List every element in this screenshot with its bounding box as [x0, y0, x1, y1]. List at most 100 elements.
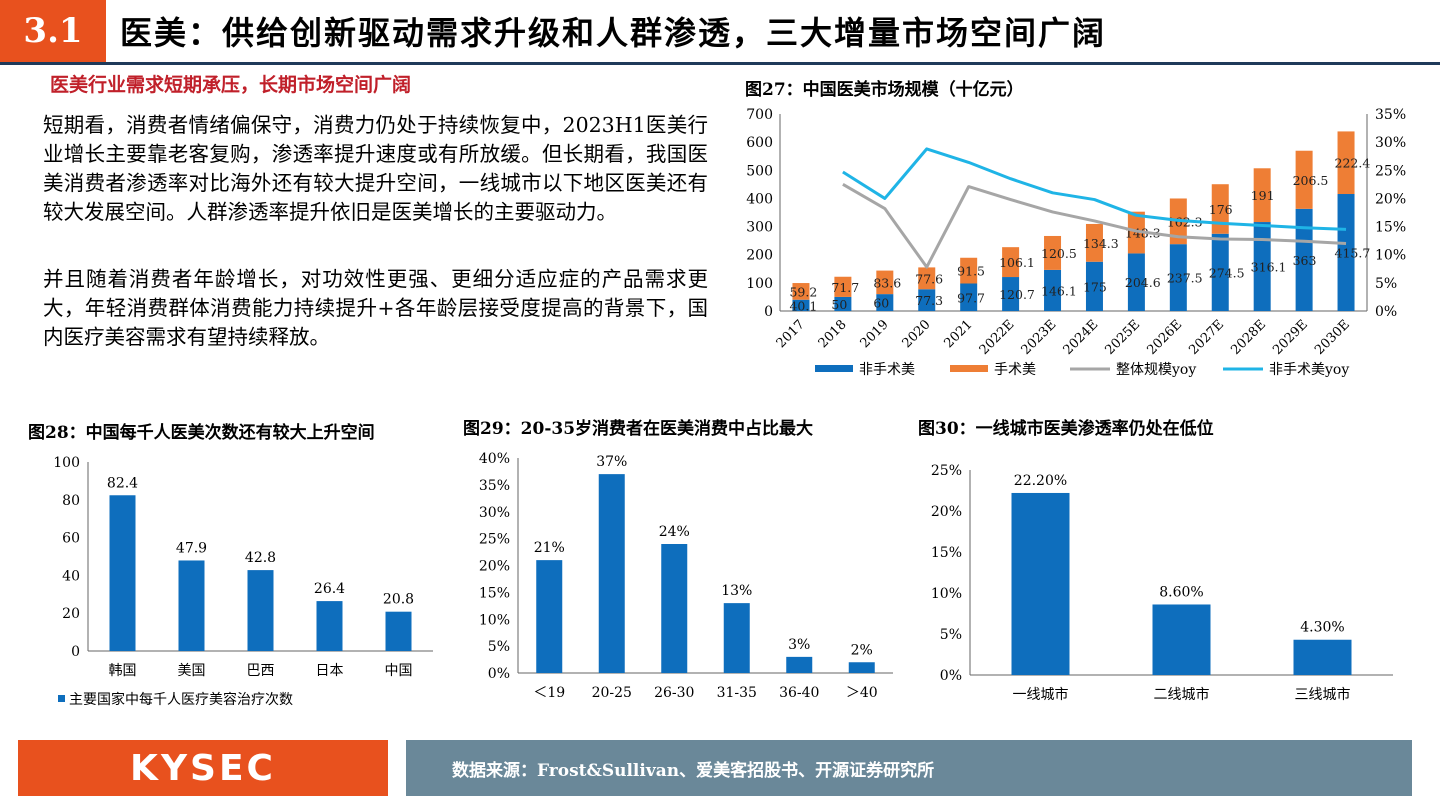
x-tick-label: 2018	[816, 317, 850, 351]
data-label-non-surgical: 204.6	[1125, 275, 1161, 290]
y-tick-label: 20%	[931, 504, 962, 520]
y-tick-label: 60	[62, 531, 80, 547]
x-tick-label: 26-30	[654, 685, 694, 701]
y-tick-label: 25%	[931, 463, 962, 479]
x-tick-label: 20-25	[592, 685, 632, 701]
data-label-non-surgical: 363	[1293, 253, 1317, 268]
bar-non-surgical	[1085, 261, 1103, 311]
y-tick-label: 25%	[479, 532, 510, 548]
bar-non-surgical	[1127, 253, 1145, 311]
bar-surgical	[1253, 168, 1271, 223]
bar-surgical	[918, 267, 936, 290]
x-tick-label: 2029E	[1270, 317, 1311, 358]
y-tick-label: 40	[62, 568, 80, 584]
y-tick-label: 5%	[488, 639, 510, 655]
bar	[598, 474, 625, 673]
fig30-chart: 0% 5% 10% 15% 20% 25% 22.20% 一线城市 8.60% 二线城市 4.30%…	[931, 463, 1393, 703]
data-label-surgical: 206.5	[1293, 173, 1329, 188]
bar	[316, 601, 343, 651]
bar	[661, 544, 688, 673]
data-label-non-surgical: 77.3	[915, 293, 943, 308]
bar-non-surgical	[876, 294, 894, 311]
x-tick-label: ＞40	[846, 685, 878, 701]
line-total-yoy	[842, 183, 1347, 269]
data-label-surgical: 222.4	[1335, 156, 1371, 171]
fig27-chart: 0 100 200 300 400 500 600 700 0% 5% 10% 15% 20% 25% 30…	[746, 107, 1406, 378]
y-tick-label: 400	[746, 191, 773, 207]
data-label: 4.30%	[1300, 620, 1344, 636]
bar-non-surgical	[1337, 194, 1355, 311]
data-label: 24%	[659, 524, 690, 540]
data-label: 21%	[534, 540, 565, 556]
data-label-non-surgical: 274.5	[1209, 265, 1245, 280]
data-label: 26.4	[314, 581, 345, 597]
fig30-title: 图30：一线城市医美渗透率仍处在低位	[918, 419, 1214, 439]
legend-swatch-surgical	[950, 365, 988, 372]
fig28-chart: 0 20 40 60 80 100 82.4 韩国 47.9 美国 42.8 巴西 26.4 日本 20.8…	[53, 455, 433, 708]
x-tick-label: 2017	[774, 317, 808, 351]
x-tick-label: 一线城市	[1013, 686, 1069, 703]
bar	[786, 656, 813, 673]
data-label-non-surgical: 60	[873, 296, 889, 311]
bar-surgical	[1211, 184, 1229, 234]
x-tick-label: 巴西	[247, 663, 275, 679]
bar-surgical	[1044, 235, 1062, 270]
legend-label: 主要国家中每千人医疗美容治疗次数	[69, 691, 293, 708]
bar-surgical	[1295, 150, 1313, 209]
data-label-non-surgical: 120.7	[999, 287, 1035, 302]
data-label: 3%	[788, 637, 810, 653]
y-tick-label: 0	[71, 644, 80, 660]
y2-tick-label: 5%	[1375, 276, 1397, 292]
bar-surgical	[960, 257, 978, 284]
data-label: 20.8	[383, 592, 414, 608]
x-tick-label: 2027E	[1186, 317, 1227, 358]
bar-surgical	[834, 276, 852, 297]
x-tick-label: 2022E	[977, 317, 1018, 358]
x-tick-label: 2021	[941, 317, 975, 351]
y2-tick-label: 10%	[1375, 248, 1406, 264]
bar-non-surgical	[792, 299, 810, 311]
data-label-non-surgical: 40.1	[789, 298, 817, 313]
bar	[247, 570, 274, 651]
y2-tick-label: 20%	[1375, 191, 1406, 207]
data-label-surgical: 83.6	[873, 275, 901, 290]
data-label: 47.9	[176, 540, 207, 556]
y-tick-label: 0%	[488, 666, 510, 682]
paragraph-1: 短期看，消费者情绪偏保守，消费力仍处于持续恢复中，2023H1医美行业增长主要靠…	[43, 113, 708, 224]
data-label: 22.20%	[1014, 473, 1067, 489]
data-label-surgical: 71.7	[831, 280, 859, 295]
fig27-title: 图27：中国医美市场规模（十亿元）	[745, 80, 1024, 100]
y-tick-label: 15%	[931, 545, 962, 561]
data-label: 37%	[596, 454, 627, 470]
bar	[536, 560, 563, 673]
bar	[1011, 492, 1070, 675]
legend-swatch-non-surgical	[815, 365, 853, 372]
bar	[385, 611, 412, 651]
x-tick-label: 日本	[316, 663, 344, 679]
x-tick-label: 36-40	[779, 685, 819, 701]
data-source: 数据来源：Frost&Sullivan、爱美客招股书、开源证券研究所	[406, 740, 1412, 796]
bar-non-surgical	[1169, 244, 1187, 311]
x-tick-label: 二线城市	[1154, 686, 1210, 703]
bar-non-surgical	[1253, 222, 1271, 311]
y2-tick-label: 0%	[1375, 304, 1397, 320]
bar-non-surgical	[1002, 277, 1020, 311]
data-label-non-surgical: 175	[1083, 279, 1107, 294]
y-tick-label: 80	[62, 493, 80, 509]
y-tick-label: 0	[764, 304, 773, 320]
data-label: 2%	[851, 642, 873, 658]
y2-tick-label: 35%	[1375, 107, 1406, 123]
y-tick-label: 500	[746, 163, 773, 179]
x-tick-label: 中国	[385, 663, 413, 679]
x-tick-label: 2024E	[1061, 317, 1102, 358]
y-tick-label: 30%	[479, 505, 510, 521]
paragraph-2: 并且随着消费者年龄增长，对功效性更强、更细分适应症的产品需求更大，年轻消费群体消…	[43, 267, 708, 349]
data-label-surgical: 77.6	[915, 271, 943, 286]
bar-non-surgical	[1211, 233, 1229, 311]
data-label-surgical: 176	[1209, 202, 1233, 217]
y-tick-label: 35%	[479, 478, 510, 494]
x-tick-label: 2030E	[1312, 317, 1353, 358]
x-tick-label: 三线城市	[1295, 686, 1351, 703]
x-tick-label: 2028E	[1228, 317, 1269, 358]
data-label-surgical: 106.1	[999, 255, 1035, 270]
